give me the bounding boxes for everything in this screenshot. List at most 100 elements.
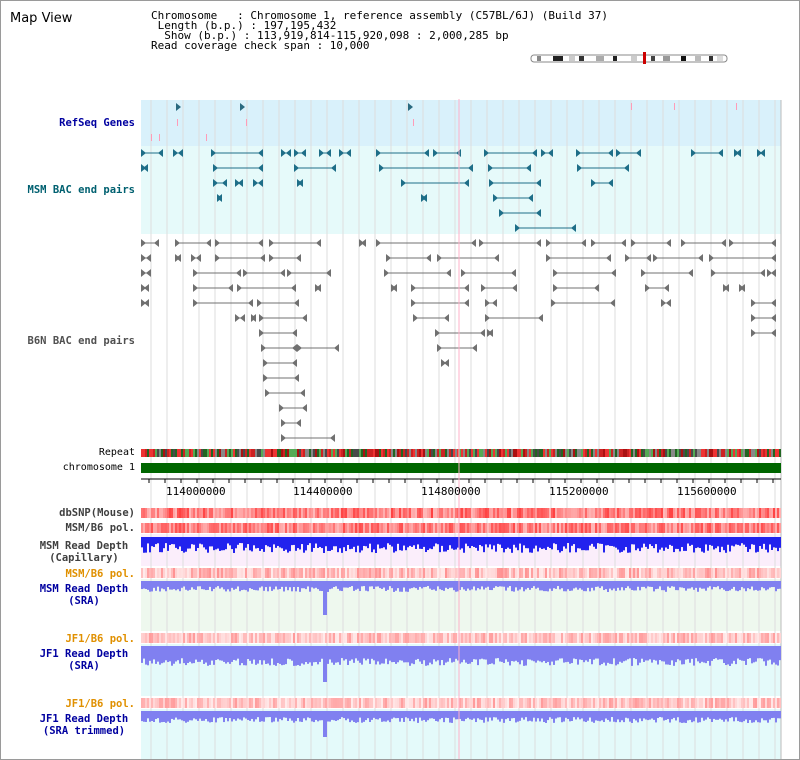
depth-bar: [705, 646, 707, 664]
msm-pol-cell: [755, 568, 757, 578]
depth-bar: [143, 581, 145, 589]
depth-bar: [173, 581, 175, 590]
depth-bar: [243, 581, 245, 590]
msm-pol-cell: [343, 568, 345, 578]
msm-pol-cell: [573, 568, 575, 578]
repeat-segment: [719, 449, 721, 457]
repeat-segment: [423, 449, 425, 457]
depth-bar: [185, 581, 187, 590]
depth-bar: [457, 646, 459, 661]
repeat-segment: [473, 449, 475, 457]
depth-bar: [283, 537, 285, 551]
depth-bar: [761, 711, 763, 719]
jf1-pol-cell: [633, 633, 635, 643]
label-jf1-depth-sra: JF1 Read Depth (SRA): [29, 648, 139, 672]
dbsnp-cell: [253, 508, 255, 518]
refseq-track-bg: [141, 100, 781, 146]
msm-pol-cell: [597, 568, 599, 578]
jf1-pol-cell: [535, 633, 537, 643]
depth-bar: [231, 537, 233, 550]
msm-bac-pair-end: [624, 164, 629, 172]
depth-bar: [227, 581, 229, 590]
msm-pol-cell: [371, 568, 373, 578]
msm-pol-cell: [213, 523, 215, 533]
dbsnp-cell: [553, 508, 555, 518]
depth-bar: [295, 537, 297, 551]
b6n-bac-pair-end: [551, 299, 556, 307]
depth-bar: [213, 646, 215, 665]
repeat-segment: [699, 449, 701, 457]
jf1-pol-cell: [673, 633, 675, 643]
depth-bar: [681, 581, 683, 588]
dbsnp-cell: [333, 508, 335, 518]
repeat-segment: [143, 449, 145, 457]
depth-bar: [759, 537, 761, 547]
msm-pol-cell: [157, 523, 159, 533]
jf1-pol-cell: [773, 698, 775, 708]
repeat-segment: [663, 449, 665, 457]
msm-pol-cell: [297, 523, 299, 533]
depth-bar: [223, 711, 225, 723]
dbsnp-cell: [365, 508, 367, 518]
b6n-bac-pair-end: [666, 239, 671, 247]
b6n-bac-pair-end: [606, 254, 611, 262]
jf1-pol-cell: [355, 698, 357, 708]
jf1-pol-cell: [177, 633, 179, 643]
msm-bac-pair-end: [143, 164, 148, 172]
msm-pol-cell: [645, 568, 647, 578]
depth-bar: [531, 711, 533, 722]
repeat-segment: [245, 449, 247, 457]
b6n-bac-pair-end: [751, 329, 756, 337]
msm-pol-cell: [681, 523, 683, 533]
jf1-pol-cell: [221, 633, 223, 643]
depth-bar: [641, 581, 643, 587]
depth-bar: [197, 646, 199, 662]
refseq-gene-arrow: [176, 103, 181, 111]
depth-bar: [217, 646, 219, 660]
dbsnp-cell: [297, 508, 299, 518]
jf1-pol-cell: [357, 633, 359, 643]
depth-bar: [601, 581, 603, 587]
depth-bar: [345, 646, 347, 660]
msm-pol-cell: [189, 568, 191, 578]
jf1-pol-cell: [501, 698, 503, 708]
b6n-bac-pair-end: [760, 269, 765, 277]
dbsnp-cell: [269, 508, 271, 518]
jf1-pol-cell: [191, 633, 193, 643]
jf1-pol-cell: [161, 698, 163, 708]
b6n-bac-pair-end: [261, 344, 266, 352]
jf1-pol-cell: [711, 698, 713, 708]
msm-pol-cell: [393, 568, 395, 578]
jf1-pol-cell: [653, 633, 655, 643]
depth-bar: [695, 581, 697, 588]
jf1-pol-cell: [257, 633, 259, 643]
jf1-pol-cell: [607, 633, 609, 643]
jf1-pol-cell: [587, 698, 589, 708]
dbsnp-cell: [521, 508, 523, 518]
msm-pol-cell: [279, 523, 281, 533]
depth-bar: [647, 711, 649, 721]
jf1-pol-cell: [647, 698, 649, 708]
depth-bar: [353, 581, 355, 591]
jf1-pol-cell: [673, 698, 675, 708]
depth-bar: [485, 581, 487, 588]
depth-bar: [371, 581, 373, 587]
msm-pol-cell: [727, 568, 729, 578]
depth-bar: [459, 537, 461, 550]
jf1-pol-cell: [741, 698, 743, 708]
depth-bar: [381, 581, 383, 589]
msm-bac-features[interactable]: [141, 149, 765, 232]
depth-bar: [699, 581, 701, 588]
msm-pol-cell: [773, 568, 775, 578]
chromosome-ideogram[interactable]: [530, 52, 728, 64]
msm-pol-cell: [159, 523, 161, 533]
jf1-pol-cell: [363, 698, 365, 708]
jf1-pol-cell: [507, 633, 509, 643]
ideogram-band: [631, 56, 637, 61]
refseq-features[interactable]: [151, 103, 737, 141]
depth-bar: [397, 646, 399, 663]
msm-pol-cell: [459, 523, 461, 533]
msm-pol-cell: [515, 568, 517, 578]
repeat-segment: [607, 449, 609, 457]
